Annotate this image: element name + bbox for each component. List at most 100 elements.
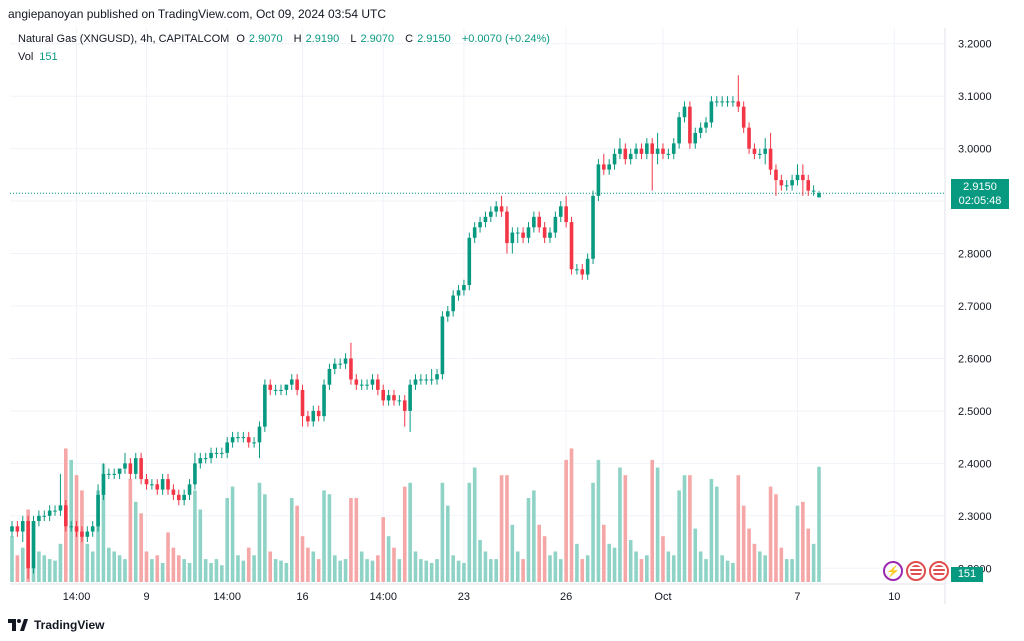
candle-body <box>489 211 493 217</box>
candle-body <box>402 400 407 411</box>
volume-bar <box>58 543 63 582</box>
volume-bar <box>445 505 450 582</box>
candle-body <box>182 494 186 501</box>
candle-body <box>203 458 208 460</box>
us-flag-event-icon-2[interactable] <box>929 561 949 581</box>
volume-bar <box>768 486 773 582</box>
candle-body <box>602 164 606 170</box>
volume-bar <box>386 536 391 582</box>
candle-body <box>806 180 811 191</box>
volume-bar <box>585 555 590 582</box>
volume-bar <box>671 555 676 582</box>
volume-bar <box>795 505 800 582</box>
volume-bar <box>69 459 73 582</box>
candle-body <box>58 505 63 511</box>
volume-bar <box>483 551 488 582</box>
candle-body <box>752 148 757 154</box>
volume-bar <box>171 547 176 582</box>
candle-body <box>467 237 472 286</box>
volume-bar <box>176 555 181 582</box>
candle-body <box>612 153 617 165</box>
volume-bar <box>203 559 208 582</box>
candle-body <box>731 101 735 103</box>
candle-body <box>257 426 262 443</box>
volume-bar <box>612 547 617 582</box>
volume-bar <box>553 551 558 582</box>
candle-body <box>747 127 751 149</box>
candle-body <box>306 416 310 422</box>
volume-bar <box>322 490 326 582</box>
candle-body <box>74 526 79 532</box>
x-tick-label: 9 <box>143 591 149 603</box>
volume-bar <box>155 555 160 582</box>
candle-body <box>42 515 47 517</box>
footer-brand[interactable]: TradingView <box>8 618 104 632</box>
volume-bar <box>435 559 439 582</box>
volume-bar <box>193 490 197 582</box>
candle-body <box>279 389 283 391</box>
volume-bar <box>333 555 337 582</box>
volume-bar <box>273 559 278 582</box>
candle-body <box>112 473 117 475</box>
volume-bar <box>628 540 633 582</box>
candle-body <box>365 384 369 386</box>
candle-body <box>575 269 579 271</box>
candle-body <box>542 227 547 238</box>
candle-body <box>133 458 138 474</box>
candle-body <box>440 316 445 375</box>
volume-bar <box>602 524 606 582</box>
volume-bar <box>47 559 52 582</box>
candle-body <box>322 384 326 417</box>
volume-bar <box>714 486 719 582</box>
volume-bar <box>564 459 568 582</box>
candle-body <box>569 222 574 270</box>
candle-body <box>26 521 30 569</box>
candle-body <box>424 379 429 381</box>
volume-bar <box>187 562 192 582</box>
volume-bar <box>160 562 165 582</box>
volume-bar <box>327 494 332 582</box>
open-label: O <box>236 33 245 45</box>
candle-body <box>246 437 251 443</box>
candle-body <box>768 148 773 170</box>
volume-bar <box>413 551 418 582</box>
tradingview-logo-icon <box>8 619 28 631</box>
volume-bar <box>112 551 117 582</box>
candle-body <box>548 232 552 238</box>
candle-body <box>123 463 127 469</box>
volume-bar <box>505 475 509 582</box>
candle-body <box>532 216 536 228</box>
volume-bar <box>10 536 14 582</box>
candle-body <box>628 153 633 160</box>
candle-body <box>144 479 149 485</box>
candle-body <box>445 311 450 317</box>
candle-body <box>618 148 622 154</box>
candle-body <box>268 384 273 390</box>
candle-body <box>494 206 498 212</box>
us-flag-event-icon[interactable] <box>906 561 926 581</box>
volume-bar <box>569 448 574 582</box>
candle-body <box>725 101 730 103</box>
candle-body <box>709 101 714 123</box>
volume-bar <box>548 555 552 582</box>
volume-bar <box>709 478 714 582</box>
candle-body <box>623 148 628 160</box>
candle-body <box>741 106 746 128</box>
candle-body <box>607 164 611 170</box>
candle-body <box>553 216 558 233</box>
volume-bar <box>37 551 41 582</box>
volume-bar <box>741 505 746 582</box>
volume-bar <box>220 565 224 582</box>
volume-bar <box>790 559 794 582</box>
volume-bar <box>123 559 127 582</box>
volume-bar <box>381 517 386 582</box>
volume-bar <box>300 536 305 582</box>
dividend-event-icon[interactable]: ⚡ <box>883 561 903 581</box>
volume-bar <box>316 559 321 582</box>
event-icons: ⚡ <box>883 561 952 581</box>
volume-bar <box>704 559 708 582</box>
candle-body <box>704 122 708 128</box>
candle-body <box>37 515 41 522</box>
candle-body <box>69 526 73 528</box>
